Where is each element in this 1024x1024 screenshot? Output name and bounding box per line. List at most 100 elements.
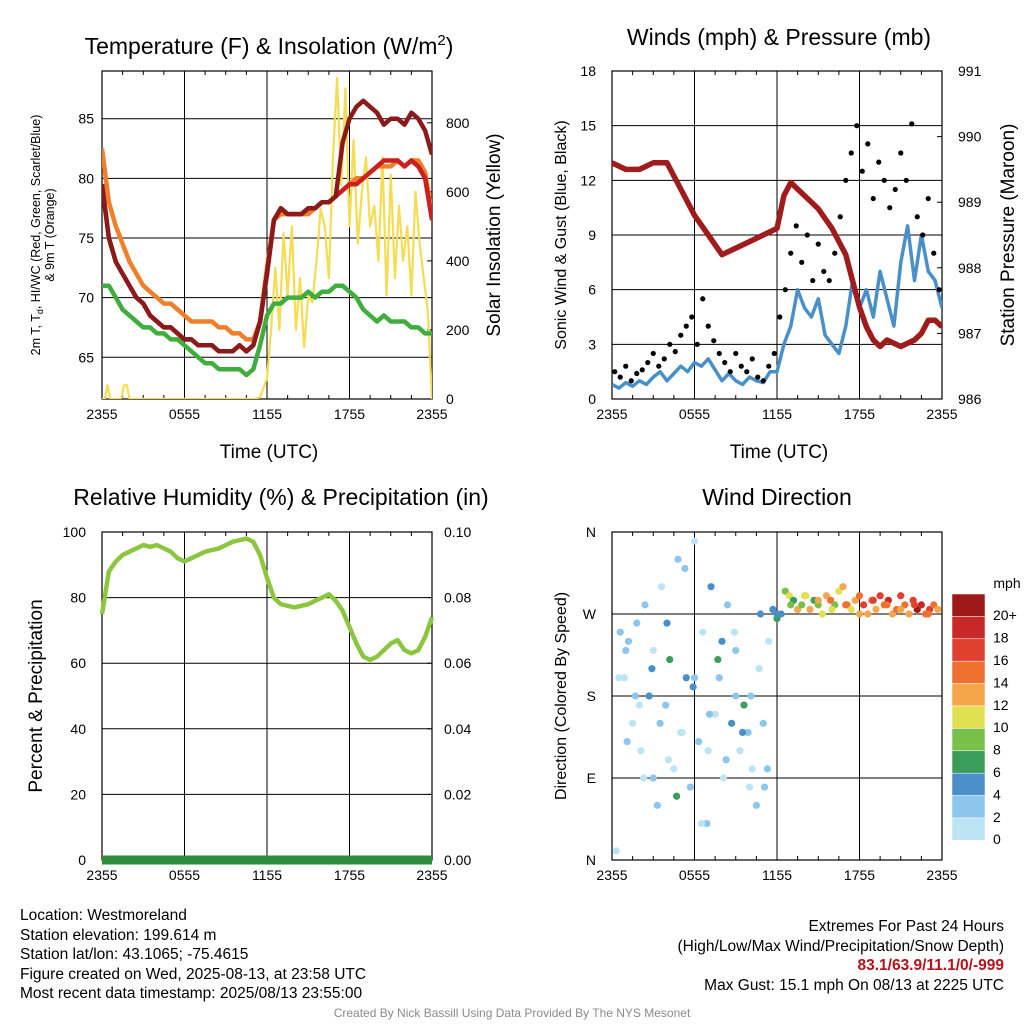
legend-swatch [951, 817, 986, 841]
direction-point [798, 601, 806, 609]
direction-point [800, 592, 809, 600]
gust-point [650, 350, 656, 357]
gust-point [848, 150, 854, 156]
figure-created: Figure created on Wed, 2025-08-13, at 23… [20, 965, 367, 983]
x-tick-label: 1155 [762, 406, 792, 422]
x-tick-label: 2355 [86, 406, 117, 422]
extremes-values: 83.1/63.9/11.1/0/-999 [857, 957, 1004, 975]
y-axis-label-left: Sonic Wind & Gust (Blue, Black) [553, 120, 570, 349]
y-tick-label: 3 [588, 336, 596, 352]
x-tick-label: 2355 [596, 867, 627, 883]
direction-point [842, 601, 850, 609]
direction-point [689, 683, 697, 691]
direction-point [718, 637, 726, 645]
direction-point [739, 728, 747, 737]
y-axis-label-left: Direction (Colored By Speed) [553, 592, 570, 800]
direction-point [732, 692, 740, 700]
y-tick-label: 9 [588, 227, 596, 243]
x-tick-label: 1755 [844, 406, 875, 422]
direction-point [787, 601, 795, 609]
station-elevation: Station elevation: 199.614 m [20, 926, 217, 944]
gust-point [628, 378, 634, 384]
direction-point [910, 601, 919, 609]
direction-point [781, 587, 789, 595]
gust-point [799, 259, 805, 265]
recent-timestamp: Most recent data timestamp: 2025/08/13 2… [20, 985, 363, 1003]
direction-point [748, 765, 756, 773]
gust-point [755, 374, 761, 380]
direction-point [827, 596, 835, 604]
x-tick-label: 0555 [169, 406, 200, 422]
y-right-tick-label: 989 [958, 194, 982, 210]
x-tick-label: 2355 [416, 867, 447, 883]
gust-point [711, 338, 717, 344]
x-tick-label: 0555 [169, 867, 200, 883]
gust-point [623, 363, 629, 369]
direction-point [765, 637, 773, 645]
panel-temperature: 2355 0555 1155 1755 2355 Temperature (F) & In… [29, 32, 505, 463]
direction-point [699, 628, 707, 636]
gust-point [843, 177, 849, 183]
gust-point [881, 177, 887, 183]
direction-point [835, 587, 843, 595]
direction-point [869, 596, 877, 604]
direction-point [785, 592, 793, 600]
direction-point [847, 605, 855, 614]
y-tick-label: 6 [588, 282, 596, 298]
y-right-tick-label: 200 [446, 322, 470, 338]
gust-point [749, 356, 755, 362]
direction-point [612, 847, 620, 855]
direction-point [723, 601, 732, 609]
gust-point [892, 186, 898, 193]
gust-point [936, 287, 942, 293]
direction-point [697, 819, 705, 828]
legend-label: 4 [993, 786, 1001, 802]
direction-point [851, 596, 859, 604]
y-tick-label: 0 [78, 852, 86, 868]
chart-title: Relative Humidity (%) & Precipitation (i… [73, 484, 488, 510]
y-right-tick-label: 0.00 [444, 852, 471, 868]
legend-label: 6 [993, 764, 1001, 780]
direction-point [707, 583, 715, 591]
legend-label: 16 [993, 652, 1009, 668]
direction-point [695, 737, 703, 746]
direction-point [728, 719, 736, 727]
legend-swatch [951, 638, 986, 662]
y-tick-label: 40 [70, 721, 86, 737]
gust-point [744, 369, 750, 375]
direction-point [657, 583, 666, 591]
direction-point [637, 747, 645, 755]
direction-point [722, 756, 730, 764]
x-axis-label: Time (UTC) [730, 442, 829, 463]
direction-point [664, 756, 672, 764]
gust-point [612, 369, 618, 375]
gust-point [914, 214, 920, 220]
x-tick-label: 0555 [679, 406, 710, 422]
x-tick-label: 2355 [416, 406, 447, 422]
direction-point [897, 592, 905, 600]
y-axis-label-right: Solar Insolation (Yellow) [484, 133, 505, 336]
x-tick-label: 1155 [762, 867, 792, 883]
direction-point [752, 801, 760, 809]
series-line-0 [99, 536, 435, 663]
y-tick-label: W [583, 606, 597, 622]
direction-point [674, 555, 682, 563]
direction-point [677, 728, 685, 737]
direction-point [670, 765, 678, 773]
gust-point [727, 369, 733, 375]
direction-point [905, 610, 913, 618]
direction-point [690, 537, 699, 545]
gust-point [777, 314, 783, 320]
plot-frame [101, 70, 433, 400]
direction-point [616, 628, 624, 636]
direction-point [653, 801, 661, 809]
x-tick-label: 1755 [844, 867, 875, 883]
y-tick-label: 20 [70, 786, 86, 802]
legend-swatch [951, 616, 986, 640]
x-tick-label: 2355 [86, 867, 117, 883]
direction-point [711, 710, 719, 718]
legend-swatch [951, 705, 986, 729]
direction-point [686, 783, 694, 791]
credit-line: Created By Nick Bassill Using Data Provi… [333, 1006, 691, 1020]
direction-point [759, 719, 767, 727]
